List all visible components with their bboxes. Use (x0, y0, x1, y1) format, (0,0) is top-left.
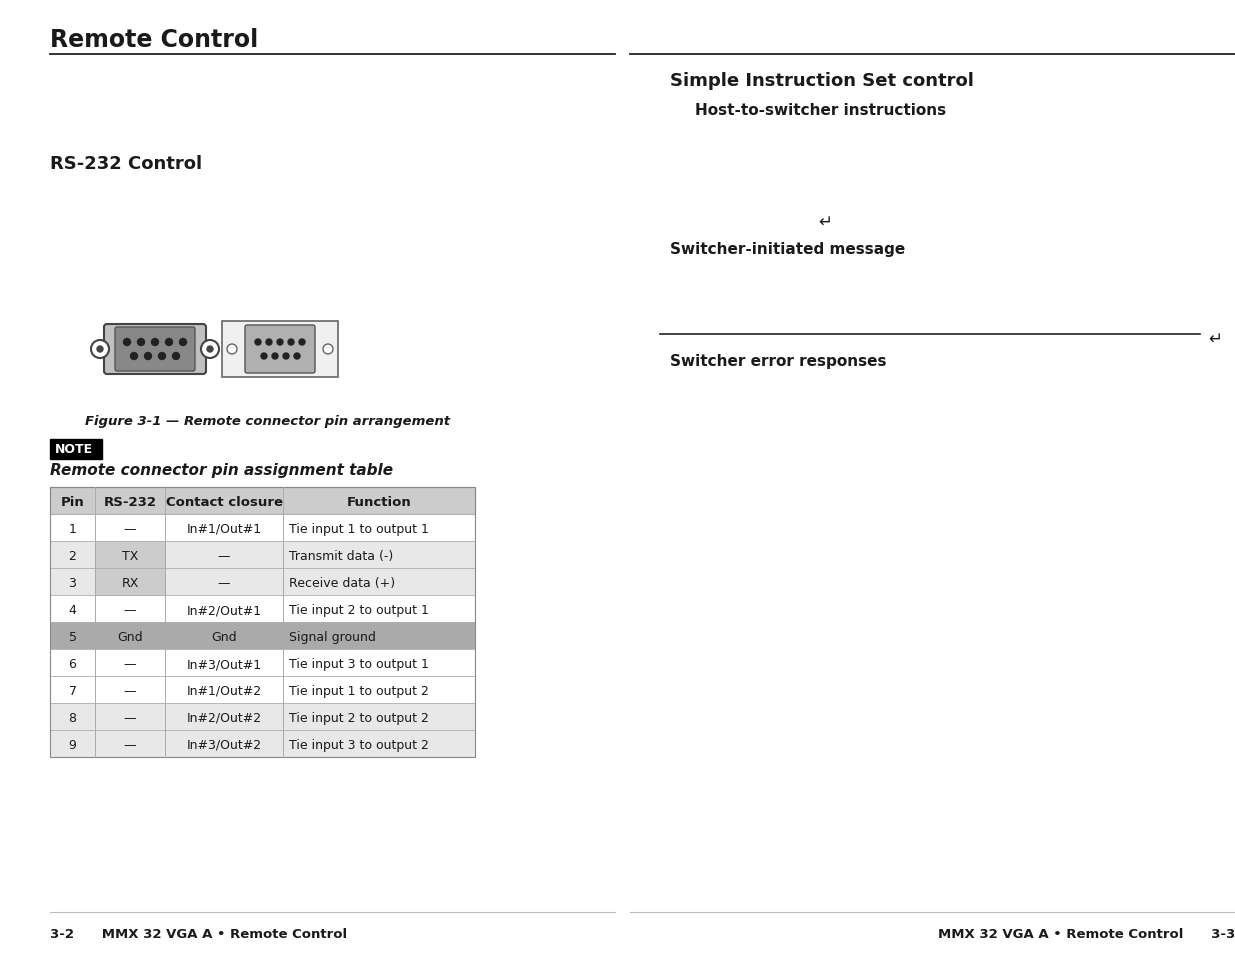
Circle shape (266, 339, 272, 346)
Text: In#2/Out#1: In#2/Out#1 (186, 603, 262, 617)
Circle shape (124, 339, 131, 346)
Text: In#3/Out#1: In#3/Out#1 (186, 658, 262, 670)
Circle shape (277, 339, 283, 346)
Circle shape (288, 339, 294, 346)
Text: 5: 5 (68, 630, 77, 643)
Text: Figure 3-1 — Remote connector pin arrangement: Figure 3-1 — Remote connector pin arrang… (85, 415, 450, 428)
Circle shape (207, 347, 212, 353)
Circle shape (98, 347, 103, 353)
FancyBboxPatch shape (49, 730, 475, 758)
Circle shape (324, 345, 333, 355)
Circle shape (131, 354, 137, 360)
Text: 2: 2 (69, 550, 77, 562)
Text: In#3/Out#2: In#3/Out#2 (186, 739, 262, 751)
Text: Pin: Pin (61, 496, 84, 509)
Text: 8: 8 (68, 711, 77, 724)
Text: NOTE: NOTE (56, 442, 93, 456)
FancyBboxPatch shape (115, 328, 195, 372)
Circle shape (254, 339, 261, 346)
Text: —: — (124, 739, 136, 751)
Text: In#1/Out#2: In#1/Out#2 (186, 684, 262, 698)
Text: —: — (124, 684, 136, 698)
Text: RX: RX (121, 577, 138, 589)
Text: In#1/Out#1: In#1/Out#1 (186, 522, 262, 536)
Text: Signal ground: Signal ground (289, 630, 375, 643)
Circle shape (261, 354, 267, 359)
FancyBboxPatch shape (49, 568, 475, 596)
Circle shape (272, 354, 278, 359)
Text: ↵: ↵ (1208, 330, 1221, 348)
Text: Function: Function (347, 496, 411, 509)
Text: RS-232 Control: RS-232 Control (49, 154, 203, 172)
Text: Remote Control: Remote Control (49, 28, 258, 52)
Text: TX: TX (122, 550, 138, 562)
Text: Switcher error responses: Switcher error responses (671, 354, 887, 369)
Text: Tie input 3 to output 1: Tie input 3 to output 1 (289, 658, 429, 670)
Text: Contact closure: Contact closure (165, 496, 283, 509)
Text: Tie input 2 to output 1: Tie input 2 to output 1 (289, 603, 429, 617)
Text: In#2/Out#2: In#2/Out#2 (186, 711, 262, 724)
FancyBboxPatch shape (49, 541, 475, 568)
FancyBboxPatch shape (49, 488, 475, 515)
Circle shape (179, 339, 186, 346)
Text: Receive data (+): Receive data (+) (289, 577, 395, 589)
Text: Simple Instruction Set control: Simple Instruction Set control (671, 71, 974, 90)
Circle shape (165, 339, 173, 346)
Text: Tie input 2 to output 2: Tie input 2 to output 2 (289, 711, 429, 724)
Text: 1: 1 (69, 522, 77, 536)
Text: RS-232: RS-232 (104, 496, 157, 509)
Circle shape (158, 354, 165, 360)
Text: Host-to-switcher instructions: Host-to-switcher instructions (695, 103, 946, 118)
Text: 9: 9 (69, 739, 77, 751)
Text: Tie input 1 to output 1: Tie input 1 to output 1 (289, 522, 429, 536)
Text: Switcher-initiated message: Switcher-initiated message (671, 242, 905, 256)
Circle shape (294, 354, 300, 359)
Text: 3-2      MMX 32 VGA A • Remote Control: 3-2 MMX 32 VGA A • Remote Control (49, 927, 347, 940)
Circle shape (283, 354, 289, 359)
Circle shape (91, 340, 109, 358)
Text: Transmit data (-): Transmit data (-) (289, 550, 393, 562)
FancyBboxPatch shape (222, 322, 338, 377)
Text: Tie input 1 to output 2: Tie input 1 to output 2 (289, 684, 429, 698)
FancyBboxPatch shape (49, 515, 475, 541)
FancyBboxPatch shape (245, 326, 315, 374)
FancyBboxPatch shape (95, 568, 165, 596)
Text: ↵: ↵ (818, 213, 832, 231)
FancyBboxPatch shape (49, 677, 475, 703)
Text: Remote connector pin assignment table: Remote connector pin assignment table (49, 462, 393, 477)
Circle shape (144, 354, 152, 360)
FancyBboxPatch shape (49, 596, 475, 622)
Text: MMX 32 VGA A • Remote Control      3-3: MMX 32 VGA A • Remote Control 3-3 (937, 927, 1235, 940)
Text: 6: 6 (69, 658, 77, 670)
Circle shape (299, 339, 305, 346)
FancyBboxPatch shape (95, 541, 165, 568)
Circle shape (137, 339, 144, 346)
Circle shape (152, 339, 158, 346)
Text: Tie input 3 to output 2: Tie input 3 to output 2 (289, 739, 429, 751)
Circle shape (201, 340, 219, 358)
FancyBboxPatch shape (49, 703, 475, 730)
Text: —: — (124, 658, 136, 670)
Circle shape (173, 354, 179, 360)
FancyBboxPatch shape (49, 439, 103, 459)
FancyBboxPatch shape (104, 325, 206, 375)
Circle shape (227, 345, 237, 355)
Text: —: — (124, 711, 136, 724)
FancyBboxPatch shape (49, 649, 475, 677)
FancyBboxPatch shape (49, 622, 475, 649)
Text: —: — (217, 577, 230, 589)
Text: Gnd: Gnd (211, 630, 237, 643)
Text: 7: 7 (68, 684, 77, 698)
Text: —: — (124, 522, 136, 536)
Text: —: — (124, 603, 136, 617)
Text: 4: 4 (69, 603, 77, 617)
Text: —: — (217, 550, 230, 562)
Text: 3: 3 (69, 577, 77, 589)
Text: Gnd: Gnd (117, 630, 143, 643)
